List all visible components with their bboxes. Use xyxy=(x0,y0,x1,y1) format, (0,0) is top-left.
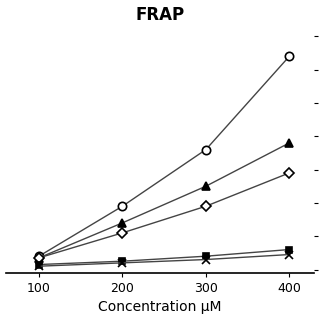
Title: FRAP: FRAP xyxy=(135,5,185,24)
X-axis label: Concentration μM: Concentration μM xyxy=(98,300,222,315)
